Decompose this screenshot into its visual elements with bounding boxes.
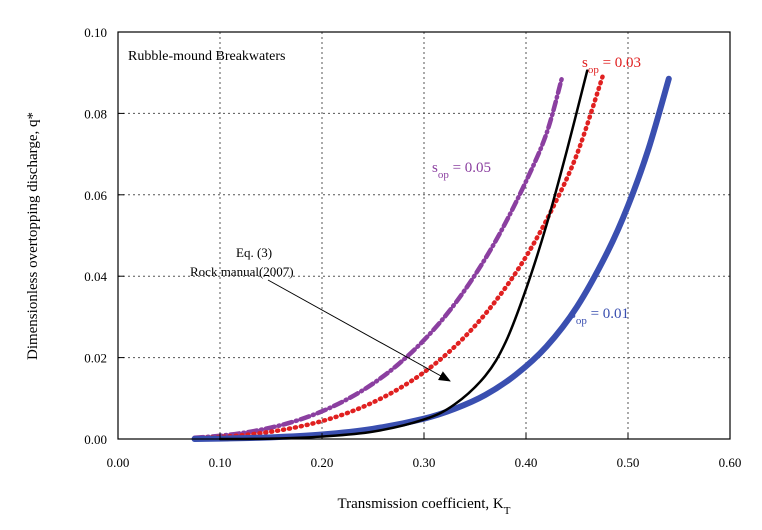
grid	[118, 32, 730, 439]
x-tick-label: 0.20	[311, 455, 334, 470]
y-tick-label: 0.08	[84, 106, 107, 121]
x-tick-label: 0.40	[515, 455, 538, 470]
y-tick-label: 0.04	[84, 269, 107, 284]
x-tick-label: 0.60	[719, 455, 742, 470]
y-ticks: 0.00 0.02 0.04 0.06 0.08 0.10	[84, 25, 124, 447]
chart-title: Rubble-mound Breakwaters	[128, 49, 285, 64]
series-label-sop-001: sop = 0.01	[570, 306, 629, 327]
y-tick-label: 0.00	[84, 432, 107, 447]
x-axis-title: Transmission coefficient, KT	[338, 496, 511, 517]
eq3-label-line2: Rock manual(2007)	[190, 264, 294, 279]
eq3-label-line1: Eq. (3)	[236, 245, 272, 260]
y-tick-label: 0.02	[84, 351, 107, 366]
x-tick-label: 0.50	[617, 455, 640, 470]
series-line-sop-005	[192, 76, 564, 441]
series-line-sop-001	[191, 75, 672, 442]
y-tick-label: 0.10	[84, 25, 107, 40]
x-tick-label: 0.00	[107, 455, 130, 470]
x-tick-label: 0.10	[209, 455, 232, 470]
y-axis-title: Dimensionless overtopping discharge, q*	[25, 112, 41, 360]
x-axis-title-sub: T	[504, 505, 511, 517]
series-group	[191, 69, 672, 442]
series-line-sop-003	[197, 74, 605, 441]
eq3-annotation-arrow	[267, 279, 451, 382]
series-label-sop-005: sop = 0.05	[432, 160, 491, 181]
series-line-eq3	[218, 69, 589, 441]
y-tick-label: 0.06	[84, 188, 107, 203]
x-tick-label: 0.30	[413, 455, 436, 470]
x-axis-title-main: Transmission coefficient, K	[338, 496, 504, 512]
series-label-sop-003: sop = 0.03	[582, 55, 641, 76]
x-ticks: 0.00 0.10 0.20 0.30 0.40 0.50 0.60	[107, 433, 742, 470]
